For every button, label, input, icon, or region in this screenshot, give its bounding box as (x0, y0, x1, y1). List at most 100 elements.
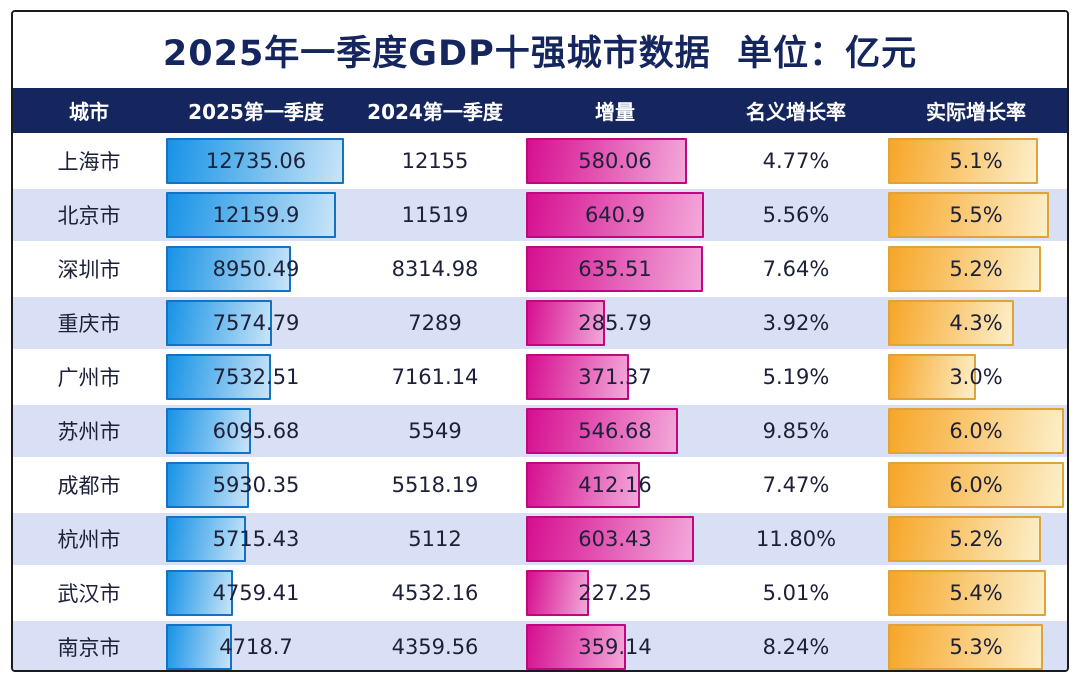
nominal-growth-value: 9.85% (762, 419, 830, 443)
increment-value: 640.9 (584, 203, 646, 227)
table-row: 成都市 5930.35 5518.19 412.16 7.47% 6.0% (13, 457, 1067, 511)
city-name-label: 北京市 (57, 204, 121, 228)
gdp-2025-cell: 7574.79 (165, 297, 347, 349)
nominal-growth-value: 3.92% (762, 311, 830, 335)
nominal-growth-value: 8.24% (762, 635, 830, 659)
nominal-growth-cell: 5.19% (707, 351, 885, 403)
real-growth-bar (888, 354, 976, 400)
nominal-growth-cell: 5.01% (707, 567, 885, 619)
real-growth-bar (888, 462, 1064, 508)
city-name-label: 苏州市 (57, 420, 121, 444)
gdp-2025-cell: 4759.41 (165, 567, 347, 619)
real-growth-bar (888, 408, 1064, 454)
increment-value: 412.16 (578, 473, 652, 497)
nominal-growth-value: 5.19% (762, 365, 830, 389)
gdp-2025-cell: 5930.35 (165, 459, 347, 511)
gdp-2025-bar (166, 300, 272, 346)
real-growth-bar (888, 138, 1038, 184)
increment-cell: 412.16 (523, 459, 707, 511)
increment-cell: 285.79 (523, 297, 707, 349)
column-header-nominal-growth: 名义增长率 (746, 100, 846, 124)
real-growth-bar (888, 516, 1041, 562)
column-header-real-growth: 实际增长率 (926, 100, 1026, 124)
gdp-2024-cell: 5549 (347, 405, 523, 457)
increment-value: 603.43 (578, 527, 652, 551)
increment-value: 580.06 (578, 149, 652, 173)
real-growth-bar (888, 192, 1049, 238)
city-name: 成都市 (13, 459, 165, 511)
gdp-2024-value: 5518.19 (391, 473, 479, 497)
gdp-2025-value: 4759.41 (212, 581, 300, 605)
city-name-label: 南京市 (57, 636, 121, 660)
increment-cell: 580.06 (523, 135, 707, 187)
gdp-2025-bar (166, 192, 336, 238)
real-growth-value: 5.4% (949, 581, 1003, 605)
real-growth-bar (888, 570, 1046, 616)
gdp-2024-value: 12155 (401, 149, 469, 173)
increment-value: 546.68 (578, 419, 652, 443)
gdp-2025-value: 12159.9 (212, 203, 300, 227)
nominal-growth-cell: 3.92% (707, 297, 885, 349)
gdp-2025-value: 5930.35 (212, 473, 300, 497)
gdp-2024-value: 5549 (408, 419, 462, 443)
nominal-growth-value: 7.47% (762, 473, 830, 497)
increment-bar (526, 570, 589, 616)
real-growth-cell: 5.3% (885, 621, 1067, 670)
gdp-2025-cell: 8950.49 (165, 243, 347, 295)
gdp-2024-cell: 5518.19 (347, 459, 523, 511)
gdp-2025-bar (166, 408, 251, 454)
increment-value: 371.37 (578, 365, 652, 389)
nominal-growth-cell: 8.24% (707, 621, 885, 670)
increment-cell: 546.68 (523, 405, 707, 457)
table-row: 上海市 12735.06 12155 580.06 4.77% 5.1% (13, 133, 1067, 187)
city-name: 杭州市 (13, 513, 165, 565)
gdp-2024-value: 7289 (408, 311, 462, 335)
city-name: 苏州市 (13, 405, 165, 457)
real-growth-value: 5.5% (949, 203, 1003, 227)
city-name-label: 上海市 (57, 150, 121, 174)
nominal-growth-cell: 7.47% (707, 459, 885, 511)
increment-value: 227.25 (578, 581, 652, 605)
gdp-2024-cell: 8314.98 (347, 243, 523, 295)
gdp-2025-value: 12735.06 (205, 149, 307, 173)
column-header-gdp-2024: 2024第一季度 (367, 100, 503, 124)
gdp-2024-value: 4359.56 (391, 635, 479, 659)
real-growth-cell: 6.0% (885, 405, 1067, 457)
real-growth-value: 5.2% (949, 257, 1003, 281)
gdp-2025-bar (166, 462, 249, 508)
real-growth-cell: 6.0% (885, 459, 1067, 511)
gdp-2025-value: 5715.43 (212, 527, 300, 551)
increment-value: 359.14 (578, 635, 652, 659)
table-row: 北京市 12159.9 11519 640.9 5.56% 5.5% (13, 187, 1067, 241)
real-growth-value: 6.0% (949, 473, 1003, 497)
nominal-growth-cell: 5.56% (707, 189, 885, 241)
real-growth-cell: 5.2% (885, 513, 1067, 565)
gdp-2024-cell: 5112 (347, 513, 523, 565)
gdp-2025-value: 6095.68 (212, 419, 300, 443)
gdp-2025-value: 8950.49 (212, 257, 300, 281)
nominal-growth-cell: 11.80% (707, 513, 885, 565)
real-growth-cell: 5.5% (885, 189, 1067, 241)
increment-cell: 371.37 (523, 351, 707, 403)
gdp-2025-value: 4718.7 (219, 635, 293, 659)
nominal-growth-cell: 4.77% (707, 135, 885, 187)
city-name: 北京市 (13, 189, 165, 241)
gdp-2024-cell: 4359.56 (347, 621, 523, 670)
gdp-2024-value: 5112 (408, 527, 462, 551)
city-name: 广州市 (13, 351, 165, 403)
table-header-row: 城市 2025第一季度 2024第一季度 增量 名义增长率 实际增长率 (13, 88, 1067, 133)
gdp-2024-cell: 12155 (347, 135, 523, 187)
real-growth-value: 5.3% (949, 635, 1003, 659)
table-row: 武汉市 4759.41 4532.16 227.25 5.01% 5.4% (13, 565, 1067, 619)
increment-cell: 603.43 (523, 513, 707, 565)
table-row: 广州市 7532.51 7161.14 371.37 5.19% 3.0% (13, 349, 1067, 403)
real-growth-bar (888, 246, 1041, 292)
table-row: 杭州市 5715.43 5112 603.43 11.80% 5.2% (13, 511, 1067, 565)
nominal-growth-value: 4.77% (762, 149, 830, 173)
gdp-2024-cell: 4532.16 (347, 567, 523, 619)
increment-value: 285.79 (578, 311, 652, 335)
column-header-increment: 增量 (595, 100, 635, 124)
city-name-label: 重庆市 (57, 312, 121, 336)
nominal-growth-cell: 9.85% (707, 405, 885, 457)
real-growth-cell: 4.3% (885, 297, 1067, 349)
